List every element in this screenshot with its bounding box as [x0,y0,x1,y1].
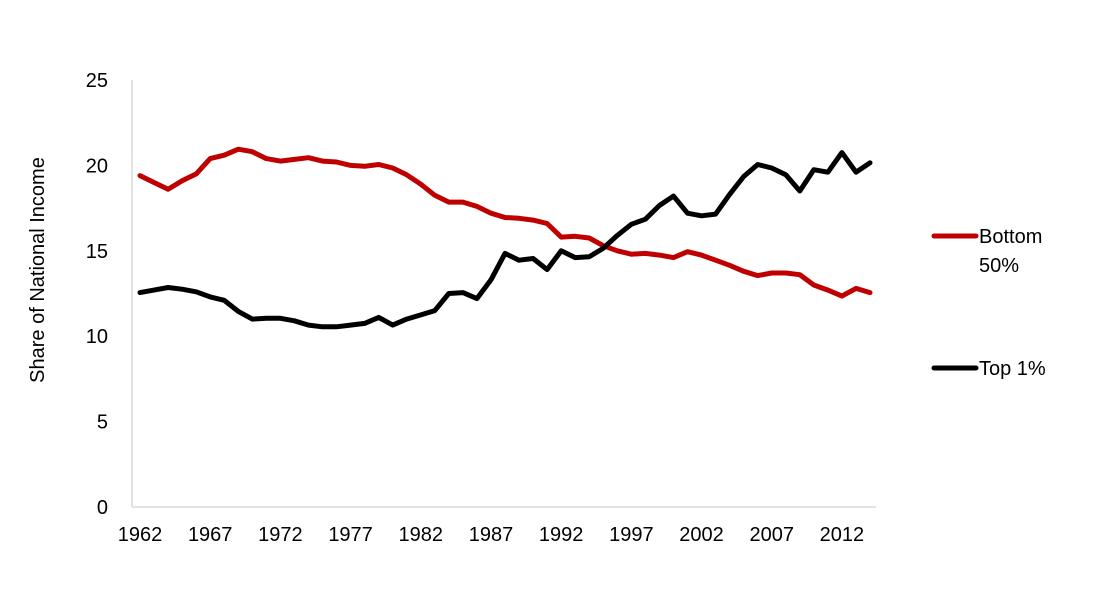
axes [131,80,876,508]
series-line-bottom-50 [137,146,873,299]
x-tick-label: 1967 [188,524,233,546]
legend-label-bottom-50-line1: Bottom [979,226,1042,248]
x-tick-label: 1972 [258,524,303,546]
x-tick-label: 1992 [539,524,584,546]
legend-label-bottom-50-line2: 50% [979,255,1019,277]
x-tick-label: 1977 [328,524,373,546]
y-tick-label: 10 [86,326,108,348]
series-line-top-1 [137,150,873,330]
y-axis-title: Share of National Income [27,157,49,383]
y-tick-label: 25 [86,70,108,92]
legend: Bottom 50% Top 1% [931,226,1046,380]
series-lines [137,146,873,330]
legend-label-top-1: Top 1% [979,358,1046,380]
x-tick-label: 1962 [118,524,163,546]
x-tick-label: 1997 [609,524,654,546]
y-tick-labels: 0 5 10 15 20 25 [86,70,108,519]
x-tick-label: 2007 [749,524,794,546]
x-tick-labels: 1962 1967 1972 1977 1982 1987 1992 1997 2002 2007… [118,524,864,546]
x-tick-label: 2002 [679,524,724,546]
y-tick-label: 5 [97,412,108,434]
x-tick-label: 2012 [820,524,865,546]
x-tick-label: 1987 [469,524,514,546]
y-tick-label: 15 [86,241,108,263]
y-tick-label: 20 [86,155,108,177]
y-tick-label: 0 [97,497,108,519]
x-tick-label: 1982 [399,524,444,546]
